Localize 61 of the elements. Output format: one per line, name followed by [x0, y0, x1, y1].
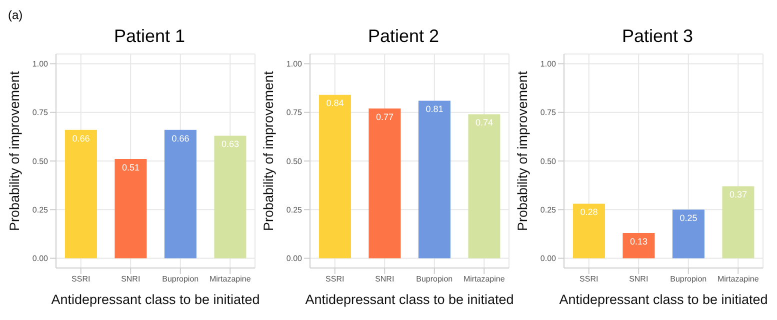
text: (a): [8, 8, 23, 22]
y-tick-label: 0.25: [540, 205, 557, 214]
x-tick-label: Mirtazapine: [717, 274, 760, 284]
x-tick-label: Mirtazapine: [209, 274, 252, 284]
data-label: 0.81: [426, 104, 444, 114]
x-tick-label: SNRI: [629, 274, 648, 284]
bar: [318, 94, 351, 258]
y-axis-title: Probability of improvement: [260, 70, 276, 231]
bar: [418, 100, 450, 258]
bar: [368, 108, 401, 258]
y-tick-label: 0.50: [540, 156, 557, 166]
bar: [622, 232, 655, 258]
x-tick-label: Bupropion: [416, 274, 453, 284]
chart-title: Patient 1: [112, 25, 186, 48]
data-label: 0.63: [221, 139, 239, 150]
y-tick-label: 0.25: [286, 205, 303, 214]
bar: [164, 130, 196, 258]
data-label: 0.74: [475, 118, 493, 128]
bar: [114, 159, 147, 258]
y-tick-label: 1.00: [32, 60, 49, 69]
y-tick-label: 1.00: [540, 60, 557, 69]
y-tick-label: 0.50: [32, 156, 49, 166]
bar: [64, 130, 97, 258]
x-tick-label: SSRI: [72, 274, 90, 284]
data-label: 0.77: [376, 112, 394, 122]
y-tick-label: 0.50: [286, 156, 303, 166]
x-tick-label: SSRI: [326, 274, 344, 284]
x-tick-label: Bupropion: [670, 274, 707, 284]
data-label: 0.25: [680, 213, 698, 224]
x-axis-title: Antidepressant class to be initiated: [51, 292, 260, 307]
y-tick-label: 0.75: [540, 108, 557, 118]
bar: [722, 186, 754, 258]
data-label: 0.28: [580, 207, 598, 218]
y-tick-label: 1.00: [286, 60, 303, 69]
x-tick-label: SSRI: [580, 274, 598, 284]
x-tick-label: SNRI: [375, 274, 394, 284]
chart-title: Patient 2: [366, 25, 440, 48]
bar: [214, 136, 246, 258]
x-axis-title: Antidepressant class to be initiated: [559, 292, 768, 307]
chart-title: Patient 3: [620, 25, 694, 48]
y-tick-label: 0.00: [540, 254, 557, 264]
x-axis-title: Antidepressant class to be initiated: [305, 292, 514, 307]
y-axis-title: Probability of improvement: [514, 70, 530, 231]
data-label: 0.66: [172, 133, 190, 144]
data-label: 0.84: [326, 98, 344, 108]
data-label: 0.13: [630, 236, 648, 246]
y-axis-title: Probability of improvement: [6, 70, 22, 231]
y-tick-label: 0.00: [32, 254, 49, 264]
y-tick-label: 0.25: [32, 205, 49, 214]
y-tick-label: 0.00: [286, 254, 303, 264]
bar: [572, 204, 605, 258]
bar: [468, 114, 500, 258]
y-tick-label: 0.75: [32, 108, 49, 118]
bar: [672, 210, 704, 258]
y-tick-label: 0.75: [286, 108, 303, 118]
data-label: 0.37: [729, 190, 747, 200]
x-tick-label: SNRI: [121, 274, 140, 284]
x-tick-label: Bupropion: [162, 274, 199, 284]
data-label: 0.51: [122, 162, 140, 172]
data-label: 0.66: [72, 133, 90, 144]
x-tick-label: Mirtazapine: [463, 274, 506, 284]
